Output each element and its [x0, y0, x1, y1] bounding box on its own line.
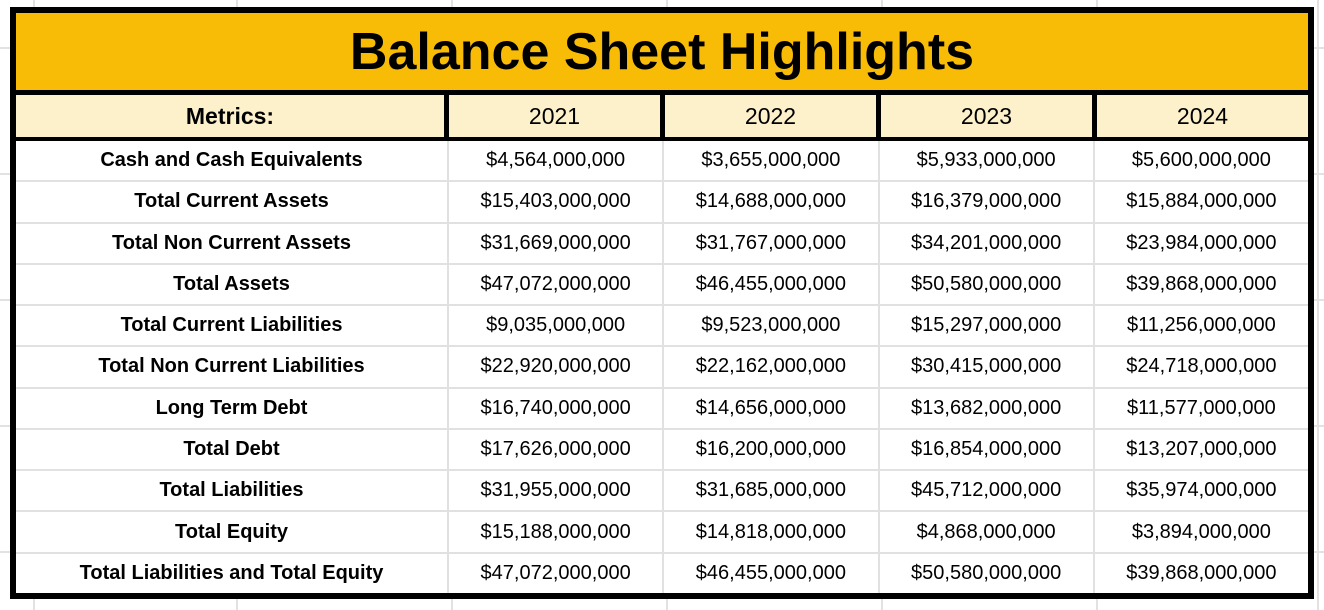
value-cell-2024[interactable]: $39,868,000,000 [1126, 561, 1277, 584]
value-cell-2022[interactable]: $14,688,000,000 [664, 182, 880, 222]
value-cell-2023[interactable]: $45,712,000,000 [880, 471, 1095, 511]
value-cell-2024[interactable]: $39,868,000,000 [1126, 272, 1277, 295]
value-cell-2024[interactable]: $11,577,000,000 [1127, 396, 1276, 419]
value-cell-2024[interactable]: $23,984,000,000 [1126, 231, 1277, 254]
value-cell-2021[interactable]: $16,740,000,000 [449, 388, 665, 428]
value-cell-2021[interactable]: $31,669,000,000 [449, 223, 665, 263]
value-cell-2021[interactable]: $15,188,000,000 [449, 512, 665, 552]
value-cell-2023[interactable]: $50,580,000,000 [880, 264, 1095, 305]
value-cell-2021[interactable]: $9,035,000,000 [449, 306, 665, 346]
value-cell-2021[interactable]: $47,072,000,000 [449, 264, 665, 305]
value-cell-2024[interactable]: $5,600,000,000 [1131, 149, 1271, 172]
table-row: Cash and Cash Equivalents $4,564,000,000… [16, 141, 1308, 183]
table-row: Total Current Assets $15,403,000,000 $14… [16, 182, 1308, 224]
table-row: Total Liabilities $31,955,000,000 $31,68… [16, 471, 1308, 513]
header-cell-2023[interactable]: 2023 [881, 95, 1097, 137]
value-cell-2024[interactable]: $11,256,000,000 [1127, 314, 1276, 337]
value-cell-2024[interactable]: $3,894,000,000 [1131, 520, 1271, 543]
metric-label-cell[interactable]: Total Current Assets [16, 182, 449, 222]
balance-sheet-table: Balance Sheet Highlights Metrics: 2021 2… [10, 7, 1314, 599]
metric-label-cell[interactable]: Total Current Liabilities [16, 306, 449, 346]
value-cell-2024[interactable]: $15,884,000,000 [1126, 190, 1277, 213]
value-cell-2023[interactable]: $16,854,000,000 [880, 429, 1095, 470]
value-cell-2022[interactable]: $31,685,000,000 [664, 471, 880, 511]
value-cell-2021[interactable]: $15,403,000,000 [449, 182, 665, 222]
sheet-gridline [1317, 0, 1319, 610]
value-cell-2022[interactable]: $14,656,000,000 [664, 388, 880, 428]
value-cell-2021[interactable]: $22,920,000,000 [449, 347, 665, 387]
value-cell-2021[interactable]: $4,564,000,000 [449, 141, 665, 181]
table-row: Total Current Liabilities $9,035,000,000… [16, 306, 1308, 348]
table-row: Total Non Current Liabilities $22,920,00… [16, 347, 1308, 389]
table-row: Total Equity $15,188,000,000 $14,818,000… [16, 512, 1308, 554]
value-cell-2022[interactable]: $46,455,000,000 [664, 553, 880, 593]
value-cell-2023[interactable]: $4,868,000,000 [880, 512, 1095, 552]
value-cell-2021[interactable]: $31,955,000,000 [449, 471, 665, 511]
value-cell-2022[interactable]: $3,655,000,000 [664, 141, 880, 181]
value-cell-2023[interactable]: $34,201,000,000 [880, 223, 1095, 263]
value-cell-2023[interactable]: $16,379,000,000 [880, 182, 1095, 222]
value-cell-2021[interactable]: $47,072,000,000 [449, 553, 665, 593]
metric-label-cell[interactable]: Cash and Cash Equivalents [16, 141, 449, 181]
header-cell-2021[interactable]: 2021 [449, 95, 665, 137]
metric-label-cell[interactable]: Total Debt [16, 429, 449, 470]
value-cell-2023[interactable]: $5,933,000,000 [880, 141, 1095, 181]
table-header-row: Metrics: 2021 2022 2023 2024 [16, 95, 1308, 141]
value-cell-2022[interactable]: $9,523,000,000 [664, 306, 880, 346]
value-cell-2022[interactable]: $31,767,000,000 [664, 223, 880, 263]
metric-label-cell[interactable]: Long Term Debt [16, 388, 449, 428]
metric-label-cell[interactable]: Total Non Current Assets [16, 223, 449, 263]
table-row: Total Debt $17,626,000,000 $16,200,000,0… [16, 429, 1308, 472]
metric-label-cell[interactable]: Total Liabilities [16, 471, 449, 511]
metric-label-cell[interactable]: Total Assets [16, 264, 449, 305]
value-cell-2024[interactable]: $35,974,000,000 [1126, 479, 1277, 502]
page-title: Balance Sheet Highlights [349, 22, 975, 81]
value-cell-2022[interactable]: $22,162,000,000 [664, 347, 880, 387]
table-row: Long Term Debt $16,740,000,000 $14,656,0… [16, 388, 1308, 430]
value-cell-2023[interactable]: $15,297,000,000 [880, 306, 1095, 346]
metric-label-cell[interactable]: Total Non Current Liabilities [16, 347, 449, 387]
table-row: Total Non Current Assets $31,669,000,000… [16, 223, 1308, 265]
value-cell-2024[interactable]: $24,718,000,000 [1126, 355, 1277, 378]
header-cell-2022[interactable]: 2022 [665, 95, 881, 137]
table-row: Total Liabilities and Total Equity $47,0… [16, 553, 1308, 593]
value-cell-2023[interactable]: $50,580,000,000 [880, 553, 1095, 593]
table-body: Cash and Cash Equivalents $4,564,000,000… [16, 141, 1308, 593]
header-cell-2024[interactable]: 2024 [1097, 95, 1308, 137]
metric-label-cell[interactable]: Total Liabilities and Total Equity [16, 553, 449, 593]
value-cell-2023[interactable]: $13,682,000,000 [880, 388, 1095, 428]
metric-label-cell[interactable]: Total Equity [16, 512, 449, 552]
header-cell-metrics[interactable]: Metrics: [16, 95, 449, 137]
value-cell-2022[interactable]: $14,818,000,000 [664, 512, 880, 552]
table-title-bar: Balance Sheet Highlights [16, 13, 1308, 95]
table-row: Total Assets $47,072,000,000 $46,455,000… [16, 264, 1308, 307]
value-cell-2021[interactable]: $17,626,000,000 [449, 429, 665, 470]
value-cell-2022[interactable]: $16,200,000,000 [664, 429, 880, 470]
value-cell-2022[interactable]: $46,455,000,000 [664, 264, 880, 305]
value-cell-2024[interactable]: $13,207,000,000 [1126, 437, 1277, 460]
value-cell-2023[interactable]: $30,415,000,000 [880, 347, 1095, 387]
